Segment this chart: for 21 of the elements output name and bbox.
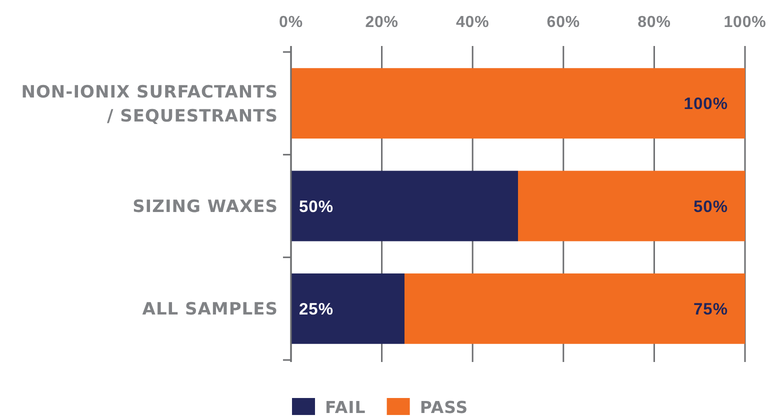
x-tick-label: 100%	[724, 14, 766, 31]
y-tick-label: NON-IONIX SURFACTANTS / SEQUESTRANTS	[21, 82, 278, 126]
x-tick-label: 40%	[456, 14, 490, 31]
data-label: 100%	[684, 95, 728, 114]
legend-label: PASS	[420, 398, 468, 416]
bar	[404, 273, 745, 344]
x-tick-label: 20%	[365, 14, 398, 31]
y-tick-label: SIZING WAXES	[132, 196, 278, 217]
legend-label: FAIL	[325, 398, 366, 416]
x-tick-label: 80%	[638, 14, 671, 31]
bar	[291, 273, 404, 344]
bar	[291, 68, 745, 139]
data-label: 75%	[693, 300, 728, 318]
y-tick-label: ALL SAMPLES	[142, 300, 278, 320]
bar	[291, 170, 518, 242]
x-tick-label: 0%	[279, 14, 303, 31]
data-label: 50%	[299, 198, 334, 216]
bar	[518, 170, 745, 242]
data-label: 50%	[693, 198, 728, 216]
data-label: 25%	[299, 300, 334, 318]
x-tick-label: 60%	[546, 14, 580, 31]
